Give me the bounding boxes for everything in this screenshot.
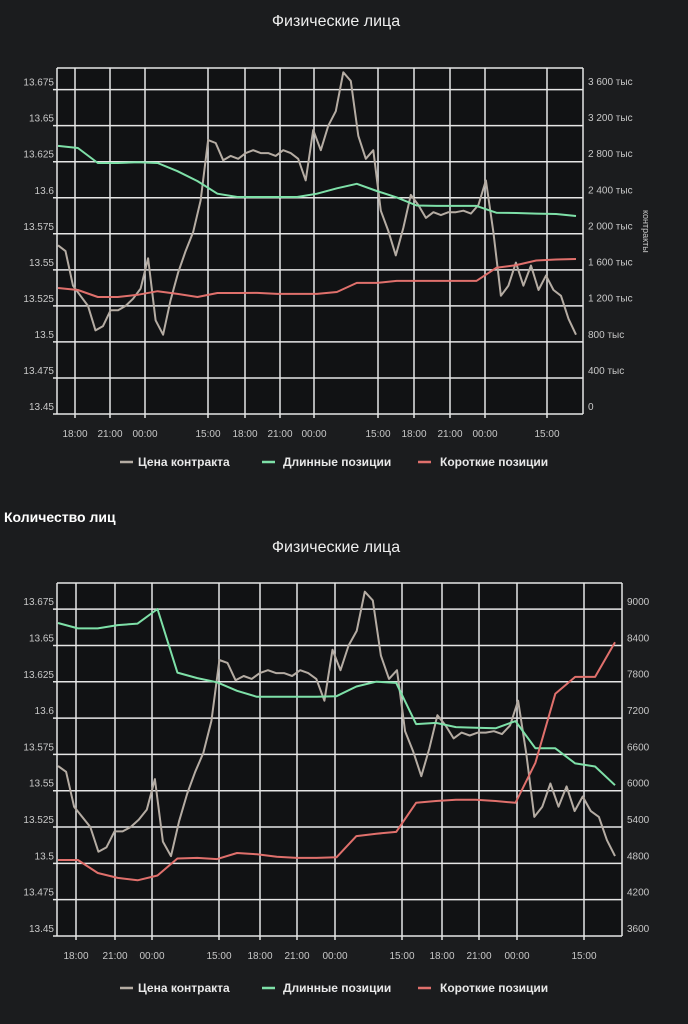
x-tick-label: 21:00 — [102, 951, 127, 962]
plot-area — [57, 68, 583, 414]
x-tick-label: 21:00 — [437, 429, 462, 440]
x-tick-label: 15:00 — [571, 951, 596, 962]
y-left-tick-label: 13.45 — [29, 924, 54, 935]
y-left-tick-label: 13.65 — [29, 114, 54, 125]
legend-item-long[interactable]: Длинные позиции — [262, 981, 391, 995]
x-tick-label: 18:00 — [62, 429, 87, 440]
legend-item-price[interactable]: Цена контракта — [120, 455, 230, 469]
x-tick-label: 15:00 — [365, 429, 390, 440]
y-right-tick-label: 800 тыс — [588, 330, 624, 341]
y-right-tick-label: 4800 — [627, 851, 650, 862]
series-line-price — [57, 71, 577, 336]
series-line-short — [58, 641, 616, 882]
legend-label: Короткие позиции — [440, 981, 548, 995]
x-tick-label: 00:00 — [301, 429, 326, 440]
y-left-tick-label: 13.65 — [29, 633, 54, 644]
x-tick-label: 18:00 — [247, 951, 272, 962]
x-tick-label: 18:00 — [232, 429, 257, 440]
y-left-tick-label: 13.6 — [35, 186, 55, 197]
legend-label: Длинные позиции — [283, 981, 391, 995]
y-left-tick-label: 13.45 — [29, 402, 54, 413]
y-right-tick-label: 2 000 тыс — [588, 221, 633, 232]
legend-item-long[interactable]: Длинные позиции — [262, 455, 391, 469]
x-tick-label: 21:00 — [97, 429, 122, 440]
y-left-tick-label: 13.525 — [23, 815, 54, 826]
chart-title: Физические лица — [272, 13, 400, 30]
legend-label: Длинные позиции — [283, 455, 391, 469]
x-tick-label: 00:00 — [132, 429, 157, 440]
legend-item-short[interactable]: Короткие позиции — [418, 981, 548, 995]
x-tick-label: 00:00 — [139, 951, 164, 962]
x-tick-label: 00:00 — [322, 951, 347, 962]
y-right-tick-label: 7200 — [627, 706, 650, 717]
legend-label: Цена контракта — [138, 981, 230, 995]
x-tick-label: 15:00 — [389, 951, 414, 962]
x-tick-label: 18:00 — [429, 951, 454, 962]
y-left-tick-label: 13.675 — [23, 597, 54, 608]
x-tick-label: 18:00 — [63, 951, 88, 962]
legend-item-price[interactable]: Цена контракта — [120, 981, 230, 995]
y-left-tick-label: 13.475 — [23, 888, 54, 899]
y-right-tick-label: 400 тыс — [588, 366, 624, 377]
y-right-tick-label: 6600 — [627, 742, 650, 753]
chart-title: Физические лица — [272, 539, 400, 556]
series-line-price — [57, 590, 616, 858]
y-right-tick-label: 9000 — [627, 597, 650, 608]
y-left-tick-label: 13.55 — [29, 258, 54, 269]
y-right-tick-label: 2 800 тыс — [588, 149, 633, 160]
y-right-tick-label: 6000 — [627, 779, 650, 790]
y-left-tick-label: 13.525 — [23, 294, 54, 305]
y-right-tick-label: 7800 — [627, 670, 650, 681]
y-right-tick-label: 1 200 тыс — [588, 294, 633, 305]
x-tick-label: 18:00 — [401, 429, 426, 440]
y-right-tick-label: 3 600 тыс — [588, 77, 633, 88]
y-right-tick-label: 5400 — [627, 815, 650, 826]
x-tick-label: 15:00 — [534, 429, 559, 440]
y-right-tick-label: 4200 — [627, 888, 650, 899]
chart-individuals-count: Физические лица 13.45 13.475 13.5 13.525 13.5… — [23, 539, 650, 995]
legend-label: Цена контракта — [138, 455, 230, 469]
x-tick-label: 15:00 — [206, 951, 231, 962]
series-line-short — [57, 258, 577, 298]
x-tick-label: 00:00 — [472, 429, 497, 440]
y-right-tick-label: 2 400 тыс — [588, 185, 633, 196]
y-right-axis-title: контракты — [641, 210, 651, 253]
y-left-tick-label: 13.575 — [23, 222, 54, 233]
x-tick-label: 15:00 — [195, 429, 220, 440]
y-left-tick-label: 13.5 — [35, 330, 55, 341]
section-title-count: Количество лиц — [4, 509, 116, 525]
legend-label: Короткие позиции — [440, 455, 548, 469]
y-left-tick-label: 13.6 — [35, 706, 55, 717]
x-tick-label: 21:00 — [466, 951, 491, 962]
y-right-tick-label: 3 200 тыс — [588, 113, 633, 124]
y-left-tick-label: 13.575 — [23, 742, 54, 753]
legend-item-short[interactable]: Короткие позиции — [418, 455, 548, 469]
y-left-tick-label: 13.675 — [23, 78, 54, 89]
x-tick-label: 21:00 — [267, 429, 292, 440]
x-tick-label: 00:00 — [504, 951, 529, 962]
y-left-tick-label: 13.625 — [23, 670, 54, 681]
y-right-tick-label: 1 600 тыс — [588, 258, 633, 269]
chart-individuals-positions: Физические лица 13.45 13.475 13.5 13.525 13.5… — [23, 13, 651, 469]
y-left-tick-label: 13.55 — [29, 779, 54, 790]
y-right-tick-label: 0 — [588, 402, 594, 413]
y-left-tick-label: 13.475 — [23, 366, 54, 377]
y-left-tick-label: 13.5 — [35, 851, 55, 862]
y-right-tick-label: 3600 — [627, 924, 650, 935]
series-line-long — [57, 144, 577, 217]
series-line-long — [57, 608, 616, 786]
y-left-tick-label: 13.625 — [23, 150, 54, 161]
x-tick-label: 21:00 — [284, 951, 309, 962]
y-right-tick-label: 8400 — [627, 633, 650, 644]
